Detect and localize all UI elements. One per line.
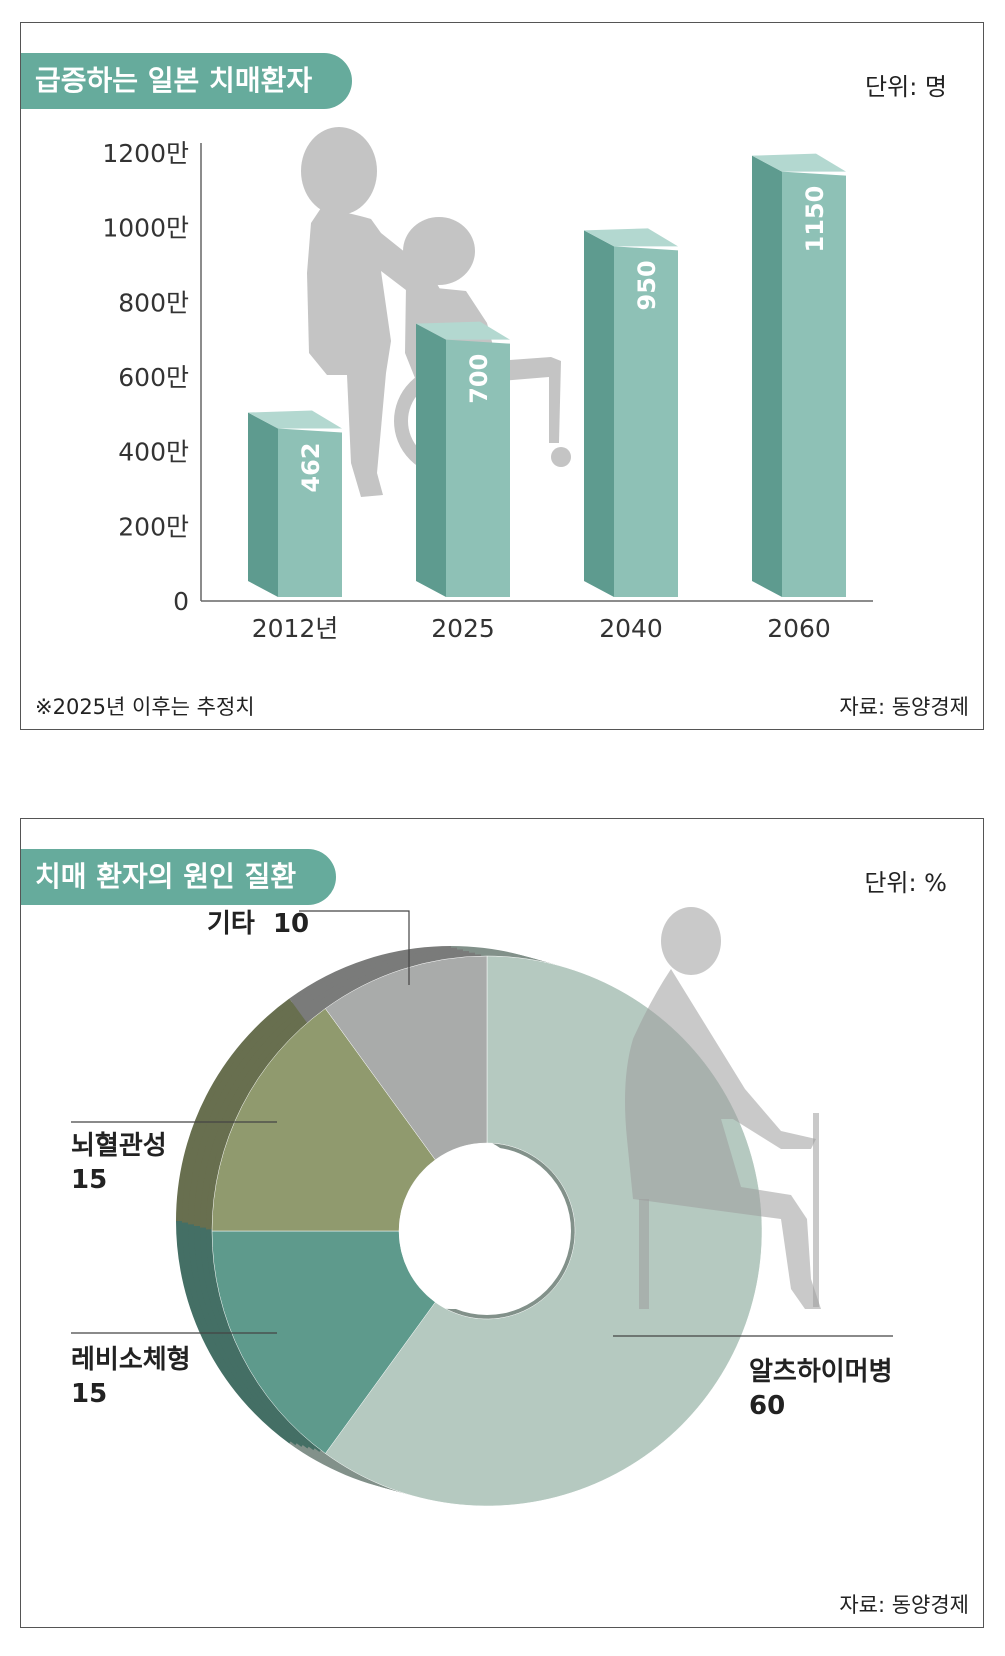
bar-front (278, 428, 342, 597)
x-axis-ticks: 2012년 2025 2040 2060 (252, 614, 831, 643)
x-tick-label: 2012년 (252, 614, 339, 643)
slice-name: 기타 (207, 909, 255, 939)
bar-value-label: 462 (297, 443, 325, 493)
leader-line (299, 910, 410, 985)
slice-name: 알츠하이머병 (749, 1357, 893, 1387)
bar-top (416, 321, 510, 340)
slice-label-other: 기타 10 (207, 907, 309, 941)
y-axis-ticks: 0 200만 400만 600만 800만 1000만 1200만 (102, 139, 189, 616)
slice-value: 10 (272, 909, 310, 939)
panel-corner (914, 23, 983, 92)
bar-chart-svg: 0 200만 400만 600만 800만 1000만 1200만 462 700 950 115… (102, 127, 873, 643)
bar-chart-axes (200, 143, 873, 602)
slice-name: 뇌혈관성 (71, 1131, 167, 1161)
slice-value: 15 (71, 1165, 108, 1195)
bar: 700 (416, 321, 510, 597)
bar-chart-title: 급증하는 일본 치매환자 (21, 53, 353, 109)
bar-chart-panel: 0 200만 400만 600만 800만 1000만 1200만 462 700 950 115… (20, 22, 984, 730)
y-tick-label: 0 (173, 587, 189, 616)
bar-marks: 462 700 950 1150 (248, 153, 846, 598)
bar-front (446, 339, 510, 597)
pie-chart-svg (71, 907, 893, 1507)
pie-chart-unit: 단위: % (864, 869, 947, 897)
slice-label-alzheimer: 알츠하이머병 60 (749, 1355, 893, 1423)
bar-top (752, 153, 846, 172)
bar-value-label: 950 (633, 260, 661, 310)
bar-value-label: 700 (465, 354, 493, 404)
panel-corner (914, 819, 983, 888)
estimate-note: ※2025년 이후는 추정치 (35, 695, 255, 719)
y-tick-label: 1200만 (102, 139, 189, 168)
slice-name: 레비소체형 (71, 1345, 191, 1375)
pie-chart-panel: 기타 10 뇌혈관성 15 레비소체형 15 알츠하이머병 60 치매 환자의 … (20, 818, 984, 1628)
bar-side (416, 323, 446, 597)
pie-chart-source: 자료: 동양경제 (839, 1593, 969, 1617)
slice-value: 15 (71, 1379, 108, 1409)
bar-value-label: 1150 (801, 186, 829, 253)
bar-front (782, 171, 846, 597)
pie-leader-lines (71, 910, 893, 1337)
bar-chart-unit: 단위: 명 (865, 73, 947, 101)
pie-slice (325, 955, 488, 1161)
bar: 1150 (752, 153, 846, 597)
bar: 462 (248, 410, 342, 597)
bar-top (248, 410, 342, 429)
slice-label-vascular: 뇌혈관성 15 (71, 1129, 167, 1197)
y-tick-label: 400만 (118, 438, 189, 467)
x-tick-label: 2060 (767, 614, 831, 643)
slice-value: 60 (749, 1391, 786, 1421)
pie-slice (211, 1008, 436, 1232)
bar: 950 (584, 228, 678, 598)
donut-hole (403, 1147, 571, 1315)
elderly-person-with-cane-silhouette-icon (625, 907, 821, 1309)
bar-top (584, 228, 678, 247)
bar-side (584, 230, 614, 598)
pie-slice (211, 1230, 436, 1454)
x-tick-label: 2040 (599, 614, 663, 643)
y-tick-label: 800만 (118, 288, 189, 317)
bar-chart-source: 자료: 동양경제 (839, 695, 969, 719)
bar-side (248, 412, 278, 597)
y-tick-label: 1000만 (102, 214, 189, 243)
y-tick-label: 200만 (118, 512, 189, 541)
x-tick-label: 2025 (431, 614, 495, 643)
pie-chart-title: 치매 환자의 원인 질환 (21, 849, 337, 905)
bar-side (752, 155, 782, 597)
slice-label-lewy: 레비소체형 15 (71, 1343, 191, 1411)
y-tick-label: 600만 (118, 363, 189, 392)
bar-front (614, 246, 678, 598)
